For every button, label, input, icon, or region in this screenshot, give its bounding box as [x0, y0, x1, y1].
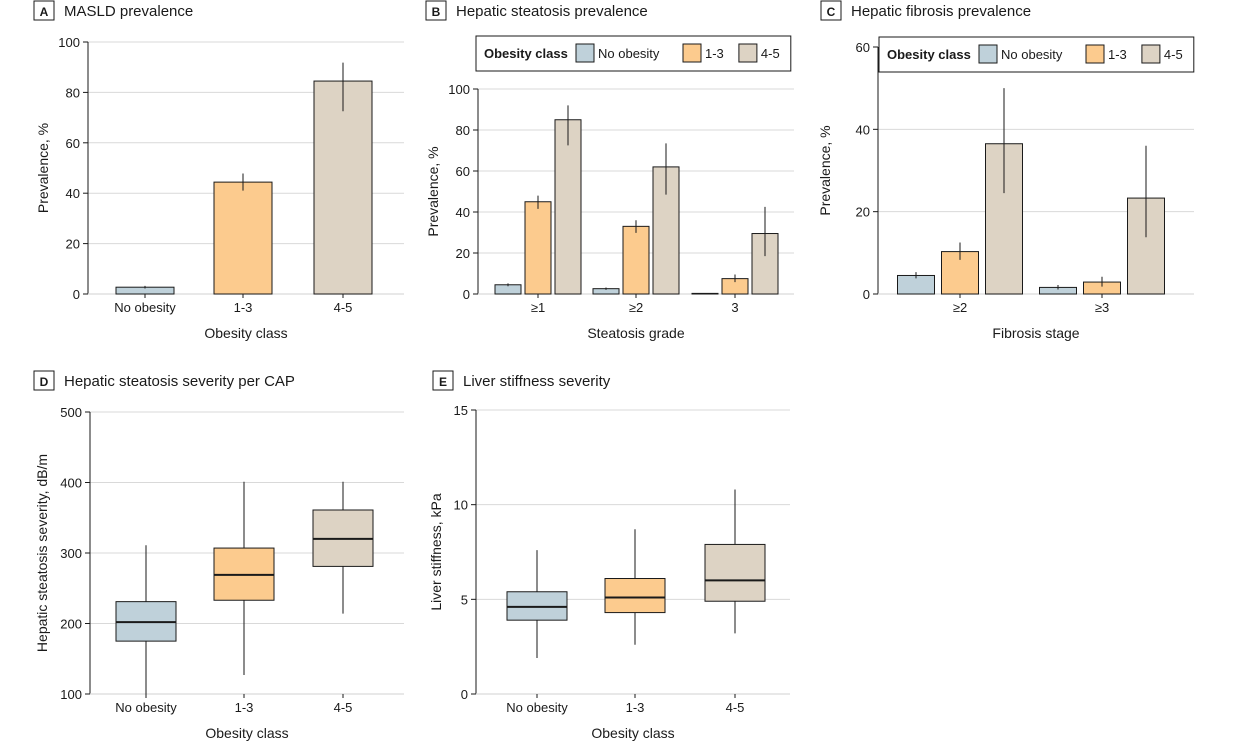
- panel-label: C: [827, 5, 836, 19]
- x-tick-label: ≥3: [1095, 300, 1109, 315]
- x-tick-label: 1-3: [235, 700, 254, 715]
- x-tick-label: 4-5: [726, 700, 745, 715]
- bar: [554, 119, 582, 295]
- y-tick-label: 20: [66, 237, 80, 252]
- y-axis-label: Prevalence, %: [817, 125, 833, 215]
- x-axis-label: Steatosis grade: [587, 325, 684, 341]
- x-tick-label: No obesity: [115, 700, 177, 715]
- legend-entry: 1-3: [705, 46, 724, 61]
- panel-title: Liver stiffness severity: [463, 373, 611, 390]
- panel-title: MASLD prevalence: [64, 3, 193, 20]
- x-tick-label: ≥1: [531, 300, 545, 315]
- box: [704, 543, 766, 602]
- bar: [524, 201, 552, 295]
- panel-label: A: [40, 5, 49, 19]
- x-tick-label: 4-5: [334, 300, 353, 315]
- y-tick-label: 5: [461, 592, 468, 607]
- panel-label: E: [439, 375, 447, 389]
- x-tick-label: 1-3: [234, 300, 253, 315]
- y-tick-label: 100: [60, 687, 82, 702]
- x-tick-label: ≥2: [629, 300, 643, 315]
- legend: [878, 36, 1195, 73]
- y-tick-label: 40: [456, 205, 470, 220]
- y-tick-label: 20: [856, 205, 870, 220]
- legend-swatch: [575, 43, 595, 63]
- legend-title: Obesity class: [484, 46, 568, 61]
- y-tick-label: 60: [66, 136, 80, 151]
- y-tick-label: 60: [456, 164, 470, 179]
- x-tick-label: No obesity: [506, 700, 568, 715]
- y-tick-label: 0: [463, 287, 470, 302]
- legend-entry: 1-3: [1108, 47, 1127, 62]
- panel-a: A MASLD prevalence 0 20 40 60 80 100 Prevalence,…: [33, 0, 404, 341]
- y-tick-label: 100: [58, 35, 80, 50]
- legend-title: Obesity class: [887, 47, 971, 62]
- x-tick-label: 4-5: [334, 700, 353, 715]
- y-axis-label: Prevalence, %: [425, 146, 441, 236]
- x-axis-label: Obesity class: [204, 325, 287, 341]
- bar: [213, 181, 273, 295]
- panel-title: Hepatic steatosis prevalence: [456, 3, 648, 20]
- legend-entry: No obesity: [1001, 47, 1063, 62]
- legend: [475, 35, 792, 72]
- legend-entry: No obesity: [598, 46, 660, 61]
- x-tick-label: ≥2: [953, 300, 967, 315]
- y-tick-label: 40: [66, 186, 80, 201]
- y-tick-label: 0: [73, 287, 80, 302]
- panel-label-box: [425, 0, 447, 21]
- panel-label: B: [432, 5, 441, 19]
- panel-title: Hepatic fibrosis prevalence: [851, 3, 1031, 20]
- panel-label: D: [40, 375, 49, 389]
- x-axis-label: Obesity class: [205, 725, 288, 741]
- x-tick-label: No obesity: [114, 300, 176, 315]
- y-tick-label: 40: [856, 122, 870, 137]
- legend-entry: 4-5: [1164, 47, 1183, 62]
- panel-label-box: [33, 370, 55, 391]
- x-tick-label: 3: [731, 300, 738, 315]
- legend-swatch: [1141, 44, 1161, 64]
- y-tick-label: 80: [66, 85, 80, 100]
- y-tick-label: 80: [456, 123, 470, 138]
- y-tick-label: 500: [60, 405, 82, 420]
- legend-swatch: [978, 44, 998, 64]
- panel-b: B Hepatic steatosis prevalence 0 20 40 60 80 10…: [425, 0, 794, 341]
- y-tick-label: 0: [863, 287, 870, 302]
- y-axis-label: Hepatic steatosis severity, dB/m: [34, 454, 50, 652]
- legend-swatch: [682, 43, 702, 63]
- y-tick-label: 0: [461, 687, 468, 702]
- bar: [313, 80, 373, 295]
- panel-label-box: [33, 0, 55, 21]
- y-tick-label: 300: [60, 546, 82, 561]
- y-tick-label: 10: [454, 498, 468, 513]
- y-tick-label: 100: [448, 82, 470, 97]
- y-axis-label: Prevalence, %: [35, 123, 51, 213]
- panel-c: C Hepatic fibrosis prevalence 0 20 40 60 Preva…: [817, 0, 1195, 341]
- panel-label-box: [820, 0, 842, 21]
- y-tick-label: 60: [856, 40, 870, 55]
- y-axis-label: Liver stiffness, kPa: [428, 493, 444, 610]
- panel-label-box: [432, 370, 454, 391]
- legend-swatch: [738, 43, 758, 63]
- y-tick-label: 200: [60, 617, 82, 632]
- legend-entry: 4-5: [761, 46, 780, 61]
- y-tick-label: 400: [60, 476, 82, 491]
- bar: [622, 225, 650, 295]
- panel-d: D Hepatic steatosis severity per CAP 100 20…: [33, 370, 404, 741]
- panel-e: E Liver stiffness severity 0 5 10 15 Liver sti…: [428, 370, 790, 741]
- legend-swatch: [1085, 44, 1105, 64]
- box: [604, 578, 666, 614]
- x-tick-label: 1-3: [626, 700, 645, 715]
- y-tick-label: 20: [456, 246, 470, 261]
- x-axis-label: Obesity class: [591, 725, 674, 741]
- y-tick-label: 15: [454, 403, 468, 418]
- x-axis-label: Fibrosis stage: [992, 325, 1079, 341]
- panel-title: Hepatic steatosis severity per CAP: [64, 373, 295, 390]
